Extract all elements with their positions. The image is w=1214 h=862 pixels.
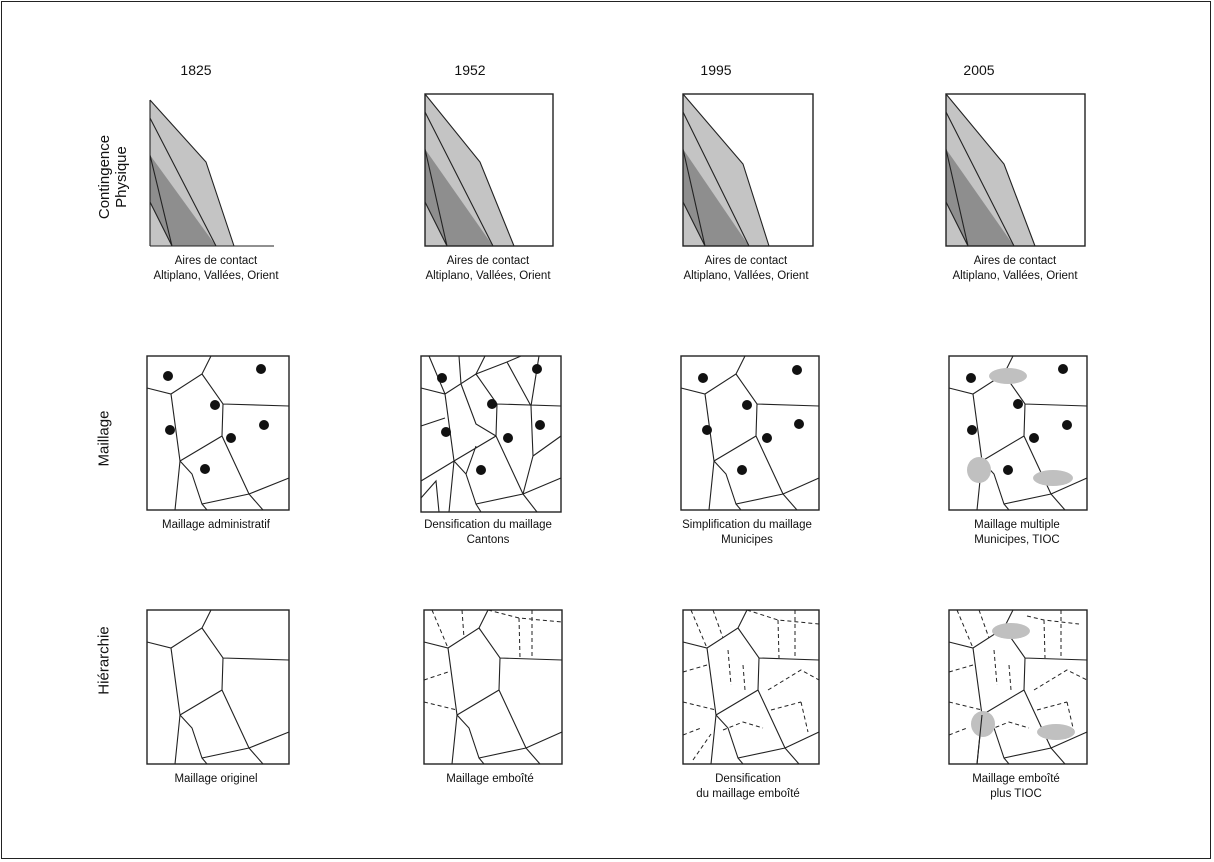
caption-contingence-1825: Aires de contact Altiplano, Vallées, Orie… [153, 255, 279, 282]
zone-boundaries [424, 93, 515, 247]
contingence-panel-1825 [149, 99, 274, 247]
caption-maillage-1952: Densification du maillage Cantons [424, 519, 552, 546]
cantonal-mesh [420, 355, 562, 513]
caption-maillage-1995: Simplification du maillage Municipes [682, 519, 812, 546]
chef-lieu-dots [437, 364, 545, 475]
caption-hierarchie-1952: Maillage emboîté [446, 773, 534, 785]
hierarchie-panel-1995 [682, 609, 820, 765]
zone-boundaries [945, 93, 1036, 247]
panel-border [420, 355, 562, 513]
caption-maillage-2005: Maillage multiple Municipes, TIOC [974, 519, 1060, 546]
zone-boundaries [149, 99, 235, 247]
caption-contingence-1995: Aires de contact Altiplano, Vallées, Orie… [683, 255, 809, 282]
panel-border [424, 93, 554, 247]
caption-hierarchie-2005: Maillage emboîté plus TIOC [972, 773, 1060, 800]
panel-border [948, 609, 1088, 765]
dense-subdivisions [948, 609, 1088, 736]
panel-axes [149, 100, 274, 247]
tioc-overlap-edges [976, 714, 983, 765]
panel-border [146, 355, 290, 511]
contingence-panel-1952 [424, 93, 554, 247]
panel-border [680, 355, 820, 511]
year-header-1952: 1952 [454, 62, 486, 78]
tioc-territories [971, 623, 1075, 740]
administrative-mesh [146, 355, 290, 511]
row-label-hierarchie: Hiérarchie [95, 626, 113, 695]
nested-subdivisions [423, 609, 563, 711]
maillage-panel-2005 [948, 355, 1088, 511]
dense-subdivisions [682, 609, 820, 761]
caption-contingence-2005: Aires de contact Altiplano, Vallées, Orie… [952, 255, 1078, 282]
hierarchie-panel-1952 [423, 609, 563, 765]
year-header-1825: 1825 [180, 62, 212, 78]
caption-contingence-1952: Aires de contact Altiplano, Vallées, Orie… [425, 255, 551, 282]
chef-lieu-dots [163, 364, 269, 474]
nested-mesh [423, 609, 563, 765]
caption-hierarchie-1825: Maillage originel [174, 773, 258, 785]
row-label-maillage: Maillage [95, 410, 113, 467]
contingence-panel-2005 [945, 93, 1086, 247]
maillage-panel-1952 [420, 355, 562, 513]
caption-maillage-1825: Maillage administratif [161, 519, 270, 531]
panel-border [948, 355, 1088, 511]
zone-boundaries [682, 93, 770, 247]
panel-border [682, 93, 814, 247]
maillage-panel-1995 [680, 355, 820, 511]
municipal-mesh [680, 355, 820, 511]
panel-border [682, 609, 820, 765]
original-mesh [146, 609, 290, 765]
panel-border [945, 93, 1086, 247]
panel-border [423, 609, 563, 765]
hierarchie-panel-1825 [146, 609, 290, 765]
chef-lieu-dots [698, 365, 804, 475]
row-label-contingence: Contingence Physique [96, 134, 130, 220]
year-header-2005: 2005 [963, 62, 995, 78]
hierarchie-panel-2005 [948, 609, 1088, 765]
tioc-territories [967, 368, 1073, 486]
nested-mesh [682, 609, 820, 765]
maillage-panel-1825 [146, 355, 290, 511]
year-header-1995: 1995 [700, 62, 732, 78]
panel-border [146, 609, 290, 765]
caption-hierarchie-1995: Densification du maillage emboîté [696, 773, 800, 800]
chef-lieu-dots [966, 364, 1072, 475]
contingence-panel-1995 [682, 93, 814, 247]
